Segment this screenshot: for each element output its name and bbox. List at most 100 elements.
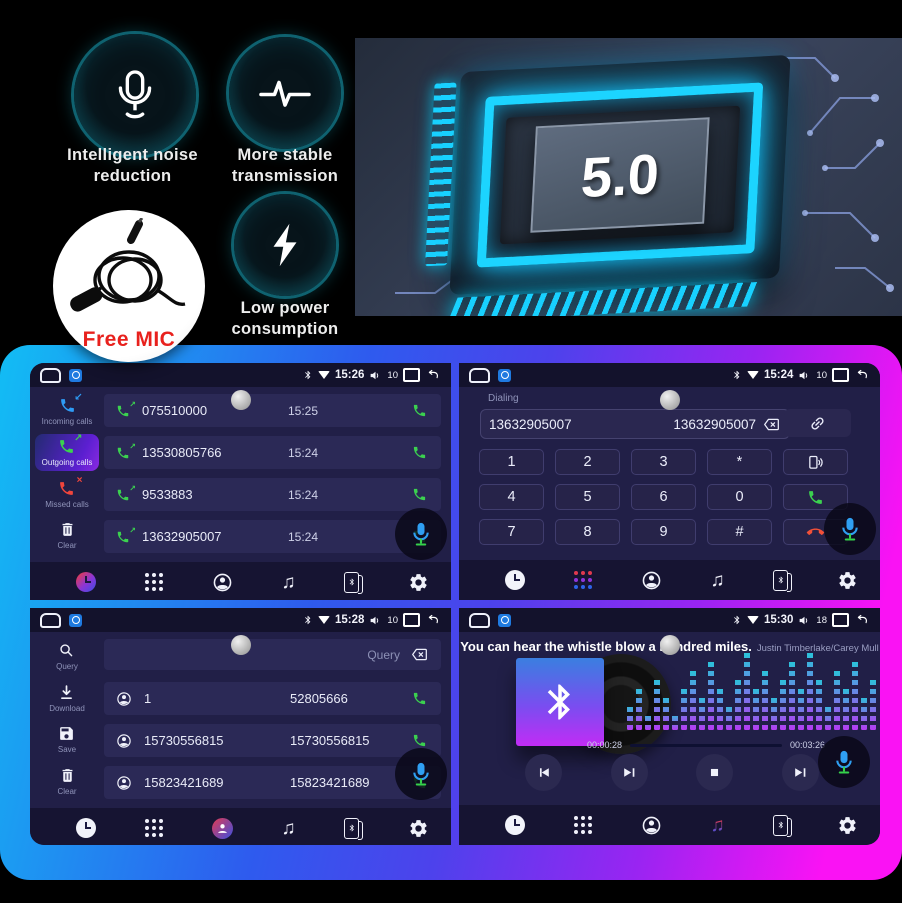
nav-music[interactable]: ♫ [281,817,296,839]
backspace-icon[interactable] [762,417,781,432]
nav-phone-link[interactable] [344,571,364,594]
sidebar-item-clear[interactable]: Clear [50,763,83,800]
recents-icon[interactable] [832,365,853,382]
call-time: 15:25 [288,403,319,418]
voice-assistant-button[interactable] [818,736,870,788]
status-time: 15:24 [764,369,794,381]
nav-settings[interactable] [837,570,858,591]
home-icon[interactable] [40,612,61,628]
keypad-key-1[interactable]: 1 [479,449,544,475]
nav-contacts[interactable] [212,572,233,593]
app-chip-icon[interactable] [69,368,82,382]
contact-search-input[interactable]: Query [104,639,441,670]
voice-assistant-button[interactable] [395,508,447,560]
nav-music[interactable]: ♫ [281,571,296,593]
call-number: 13530805766 [142,445,222,460]
back-icon[interactable] [425,613,441,627]
app-chip-icon[interactable] [498,368,511,382]
call-button[interactable] [412,487,427,502]
sidebar-item-save[interactable]: Save [51,721,83,758]
nav-contacts[interactable] [211,817,233,839]
contact-number: 15730556815 [290,733,370,748]
app-chip-icon[interactable] [69,613,82,627]
next-track-button[interactable] [781,754,819,791]
keypad-key-2[interactable]: 2 [555,449,620,475]
nav-settings[interactable] [408,572,429,593]
keypad-key-star[interactable]: * [707,449,772,475]
nav-settings[interactable] [408,818,429,839]
audio-route-button[interactable] [783,449,848,475]
sidebar-item-download[interactable]: Download [42,680,92,717]
call-log-row[interactable]: ↗ 075510000 15:25 [104,394,441,427]
sidebar-item-clear[interactable]: Clear [50,517,83,554]
sidebar-item-outgoing-calls[interactable]: ↗ Outgoing calls [34,433,100,472]
keypad-key-0[interactable]: 0 [707,484,772,510]
contact-row[interactable]: 15730556815 15730556815 [104,724,441,757]
keypad-key-4[interactable]: 4 [479,484,544,510]
nav-apps[interactable] [144,818,164,838]
sidebar-item-missed-calls[interactable]: × Missed calls [45,474,89,509]
contact-icon [116,775,132,791]
keypad-key-9[interactable]: 9 [631,519,696,545]
progress-bar[interactable] [630,743,782,747]
stop-button[interactable] [696,754,734,791]
contact-row[interactable]: 15823421689 15823421689 [104,766,441,799]
call-log-row[interactable]: ↗ 13530805766 15:24 [104,436,441,469]
recents-icon[interactable] [832,610,853,627]
call-log-row[interactable]: ↗ 13632905007 15:24 [104,520,441,553]
nav-contacts[interactable] [641,815,662,836]
back-icon[interactable] [854,368,870,382]
nav-apps[interactable] [144,572,164,592]
nav-apps[interactable] [573,570,593,590]
nav-clock[interactable] [505,815,525,835]
nav-phone-link[interactable] [344,817,364,840]
keypad-key-7[interactable]: 7 [479,519,544,545]
home-icon[interactable] [40,367,61,383]
home-icon[interactable] [469,612,490,628]
nav-clock[interactable] [76,572,96,592]
call-number: 9533883 [142,487,193,502]
sidebar-item-query[interactable]: Query [49,638,85,675]
call-button[interactable] [412,733,427,748]
progress-row: 00:00:28 00:03:26 [587,740,825,750]
bluetooth-icon [303,614,313,626]
nav-music[interactable]: ♫ [710,814,725,836]
dial-number-input[interactable]: 13632905007 13632905007 [480,409,790,439]
recents-icon[interactable] [403,610,424,627]
app-chip-icon[interactable] [498,613,511,627]
nav-clock[interactable] [505,570,525,590]
home-icon[interactable] [469,367,490,383]
call-log-row[interactable]: ↗ 9533883 15:24 [104,478,441,511]
keypad-key-hash[interactable]: # [707,519,772,545]
nav-phone-link[interactable] [773,814,793,837]
previous-track-button[interactable] [525,754,562,791]
nav-clock[interactable] [76,818,96,838]
nav-contacts[interactable] [641,570,662,591]
call-button[interactable] [412,445,427,460]
recents-icon[interactable] [403,365,424,382]
camera-dot [659,390,680,410]
nav-apps[interactable] [573,815,593,835]
waveform-icon [259,80,311,107]
voice-assistant-button[interactable] [395,748,447,800]
call-button[interactable] [412,403,427,418]
keypad-key-8[interactable]: 8 [555,519,620,545]
play-pause-button[interactable] [610,754,648,791]
backspace-icon[interactable] [410,647,429,662]
back-icon[interactable] [425,368,441,382]
contact-row[interactable]: 1 52805666 [104,682,441,715]
nav-music[interactable]: ♫ [710,569,725,591]
voice-assistant-button[interactable] [824,503,876,555]
back-icon[interactable] [854,613,870,627]
keypad-key-5[interactable]: 5 [555,484,620,510]
dialing-label: Dialing [488,393,519,404]
nav-settings[interactable] [837,815,858,836]
nav-bar: ♫ [30,808,451,845]
nav-bar: ♫ [459,805,880,845]
connect-device-button[interactable] [784,409,851,437]
keypad-key-6[interactable]: 6 [631,484,696,510]
call-button[interactable] [412,691,427,706]
nav-phone-link[interactable] [773,569,793,592]
keypad-key-3[interactable]: 3 [631,449,696,475]
sidebar-item-incoming-calls[interactable]: ↙ Incoming calls [41,392,93,426]
